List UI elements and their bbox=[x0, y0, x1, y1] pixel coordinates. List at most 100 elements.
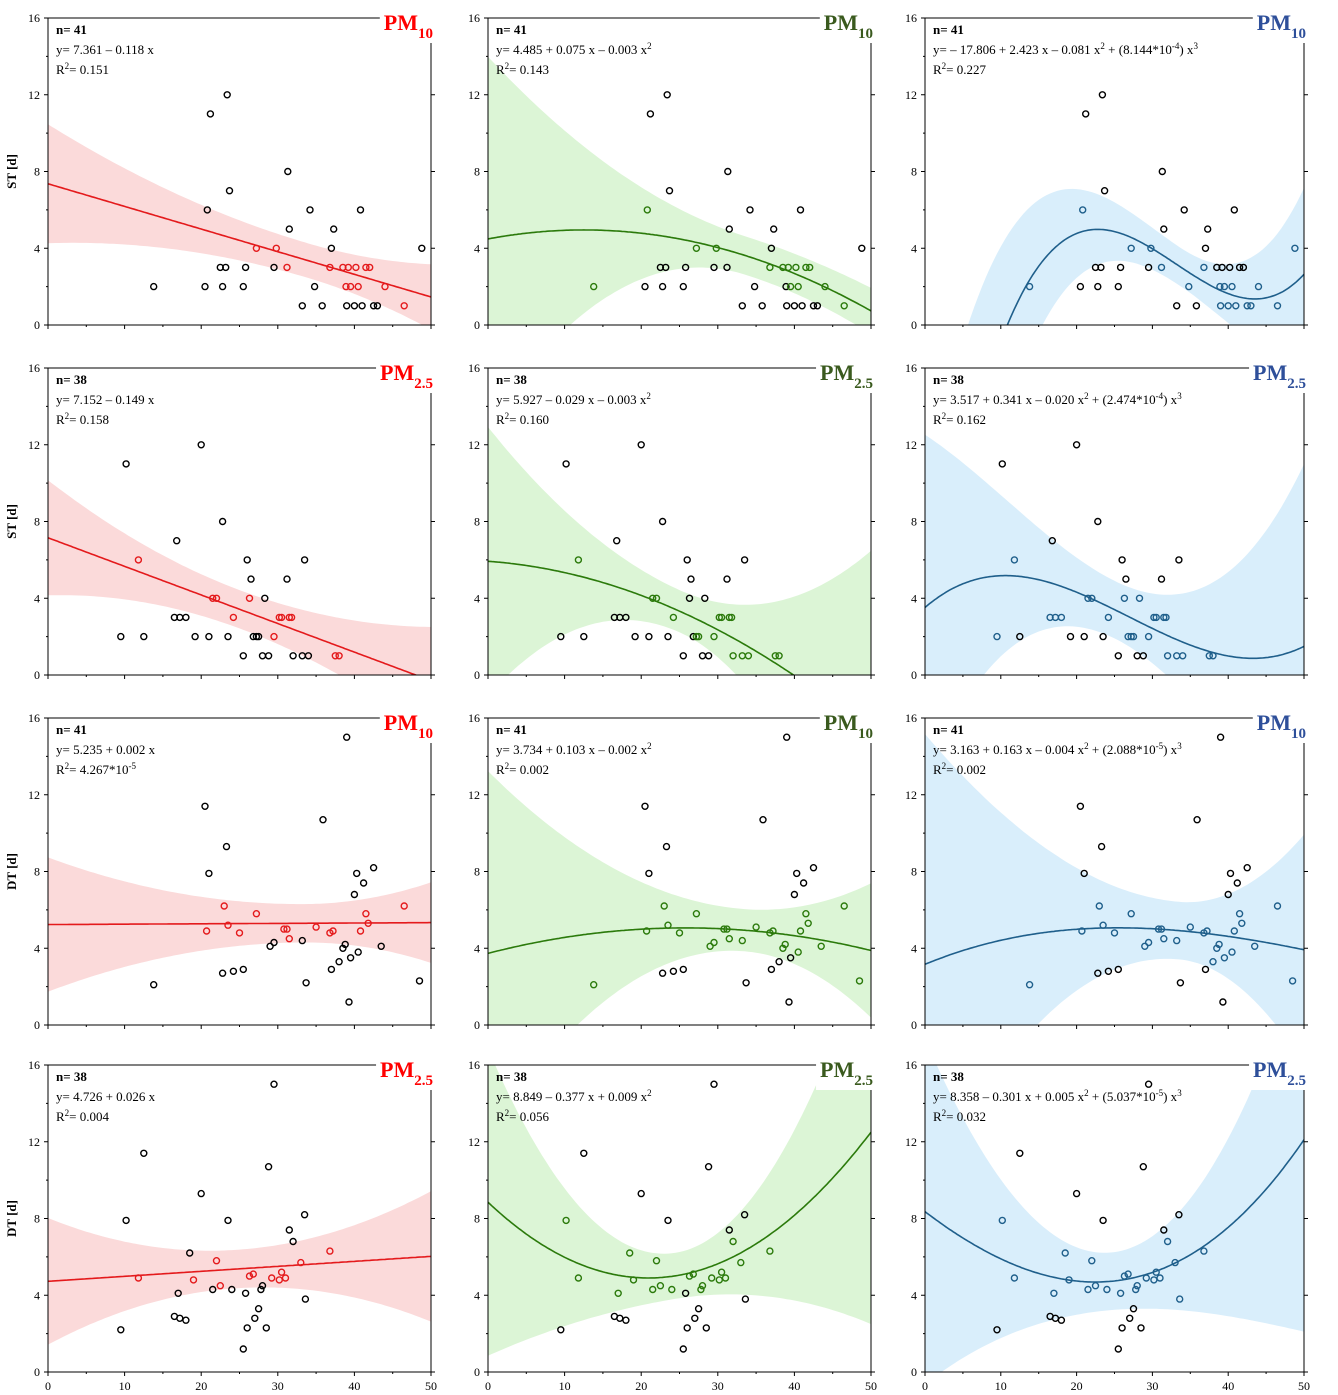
equation-exponent: 3 bbox=[1177, 741, 1182, 751]
y-tick-label: 16 bbox=[28, 1058, 40, 1072]
data-point bbox=[191, 632, 199, 641]
data-point bbox=[254, 632, 263, 641]
data-point bbox=[614, 1289, 622, 1298]
data-point bbox=[241, 263, 250, 272]
data-point bbox=[752, 923, 760, 931]
data-point bbox=[574, 1274, 583, 1282]
data-point bbox=[1133, 1281, 1141, 1290]
data-point bbox=[580, 1149, 588, 1158]
data-point bbox=[1147, 244, 1155, 253]
fit-line bbox=[488, 229, 871, 312]
data-point bbox=[1163, 1237, 1172, 1246]
data-point bbox=[802, 910, 810, 918]
data-point bbox=[1178, 652, 1187, 660]
data-point bbox=[1084, 594, 1092, 602]
data-point bbox=[221, 263, 230, 272]
data-point bbox=[590, 981, 598, 989]
data-point bbox=[343, 302, 351, 310]
data-point bbox=[706, 942, 714, 950]
r2-exponent: 2 bbox=[942, 61, 947, 71]
pollutant-label: PM2.5 bbox=[820, 1057, 873, 1089]
confidence-band bbox=[925, 434, 1304, 675]
data-point bbox=[261, 594, 269, 602]
equation-text: y= 3.163 + 0.163 x – 0.004 x bbox=[933, 742, 1085, 757]
data-point bbox=[662, 842, 671, 851]
equation-text: + (5.037*10 bbox=[1089, 1089, 1156, 1104]
confidence-band bbox=[48, 480, 431, 675]
data-point bbox=[283, 925, 291, 933]
data-point bbox=[1050, 1289, 1058, 1298]
data-point bbox=[1114, 965, 1123, 974]
data-point bbox=[254, 1304, 263, 1313]
data-point bbox=[285, 935, 293, 943]
data-point bbox=[270, 632, 278, 641]
pollutant-subscript: 10 bbox=[858, 26, 873, 42]
r2-exponent: 2 bbox=[505, 61, 510, 71]
data-point bbox=[1010, 1274, 1019, 1282]
fit-line bbox=[48, 537, 419, 675]
data-point bbox=[212, 1256, 221, 1265]
x-tick-label: 30 bbox=[712, 1379, 724, 1393]
data-point bbox=[738, 936, 746, 945]
data-point bbox=[652, 1256, 661, 1265]
data-point bbox=[809, 302, 818, 310]
confidence-band bbox=[925, 1065, 1304, 1372]
pollutant-label-bg bbox=[1249, 1056, 1310, 1090]
data-point bbox=[1215, 940, 1223, 949]
data-point bbox=[1250, 942, 1259, 950]
data-point bbox=[697, 1285, 705, 1294]
fit-equation: y= 7.361 – 0.118 x bbox=[56, 42, 154, 57]
data-point bbox=[1080, 632, 1088, 641]
data-point bbox=[1144, 263, 1153, 272]
fit-line bbox=[1006, 228, 1304, 325]
data-point bbox=[993, 1326, 1001, 1334]
y-axis-label: ST [d] bbox=[4, 154, 19, 189]
data-point bbox=[245, 594, 254, 602]
data-point bbox=[223, 91, 231, 99]
data-point bbox=[637, 1189, 645, 1198]
data-point bbox=[1180, 206, 1188, 214]
r2-exponent: 2 bbox=[65, 61, 70, 71]
equation-text: ) x bbox=[1163, 1089, 1178, 1104]
data-point bbox=[1175, 1210, 1183, 1219]
data-point bbox=[174, 1289, 182, 1298]
pollutant-subscript: 10 bbox=[418, 726, 433, 742]
data-point bbox=[679, 652, 687, 660]
data-point bbox=[1171, 1258, 1179, 1267]
data-point bbox=[799, 879, 808, 887]
r2-letter: R bbox=[56, 762, 65, 777]
data-point bbox=[275, 613, 283, 622]
data-point bbox=[327, 965, 336, 974]
data-point bbox=[229, 967, 238, 975]
data-point bbox=[346, 282, 355, 291]
data-point bbox=[1099, 632, 1107, 641]
data-point bbox=[1172, 302, 1181, 310]
data-point bbox=[1225, 263, 1234, 272]
data-point bbox=[1116, 263, 1125, 272]
r-squared: R2= 0.162 bbox=[933, 411, 986, 427]
y-tick-label: 0 bbox=[911, 318, 917, 332]
data-point bbox=[658, 282, 667, 291]
pollutant-label-bg bbox=[816, 1056, 877, 1090]
data-point bbox=[1061, 1249, 1069, 1257]
fit-equation: y= 3.163 + 0.163 x – 0.004 x2 + (2.088*1… bbox=[933, 741, 1182, 757]
y-tick-label: 0 bbox=[34, 1365, 40, 1379]
x-tick-label: 30 bbox=[1146, 1379, 1158, 1393]
data-point bbox=[1098, 91, 1107, 99]
r2-letter: R bbox=[933, 412, 942, 427]
pollutant-label: PM10 bbox=[824, 10, 873, 42]
r2-value: = 0.032 bbox=[946, 1109, 986, 1124]
data-point bbox=[590, 282, 598, 291]
data-point bbox=[1230, 206, 1239, 214]
panel-dt-pm25-quadratic: 0 10 20 30 40 50 0 4 8 12 16 n= 38 y= 8.849 – 0.377 … bbox=[468, 1056, 877, 1393]
pollutant-subscript: 2.5 bbox=[854, 1073, 873, 1089]
x-tick-label: 40 bbox=[1222, 1379, 1234, 1393]
data-point bbox=[729, 652, 737, 660]
data-point bbox=[645, 869, 653, 878]
data-point bbox=[692, 910, 701, 918]
data-point bbox=[287, 613, 296, 622]
data-point bbox=[727, 613, 736, 622]
data-point bbox=[701, 594, 709, 602]
r2-value: = 0.158 bbox=[69, 412, 109, 427]
y-tick-label: 4 bbox=[911, 941, 917, 955]
